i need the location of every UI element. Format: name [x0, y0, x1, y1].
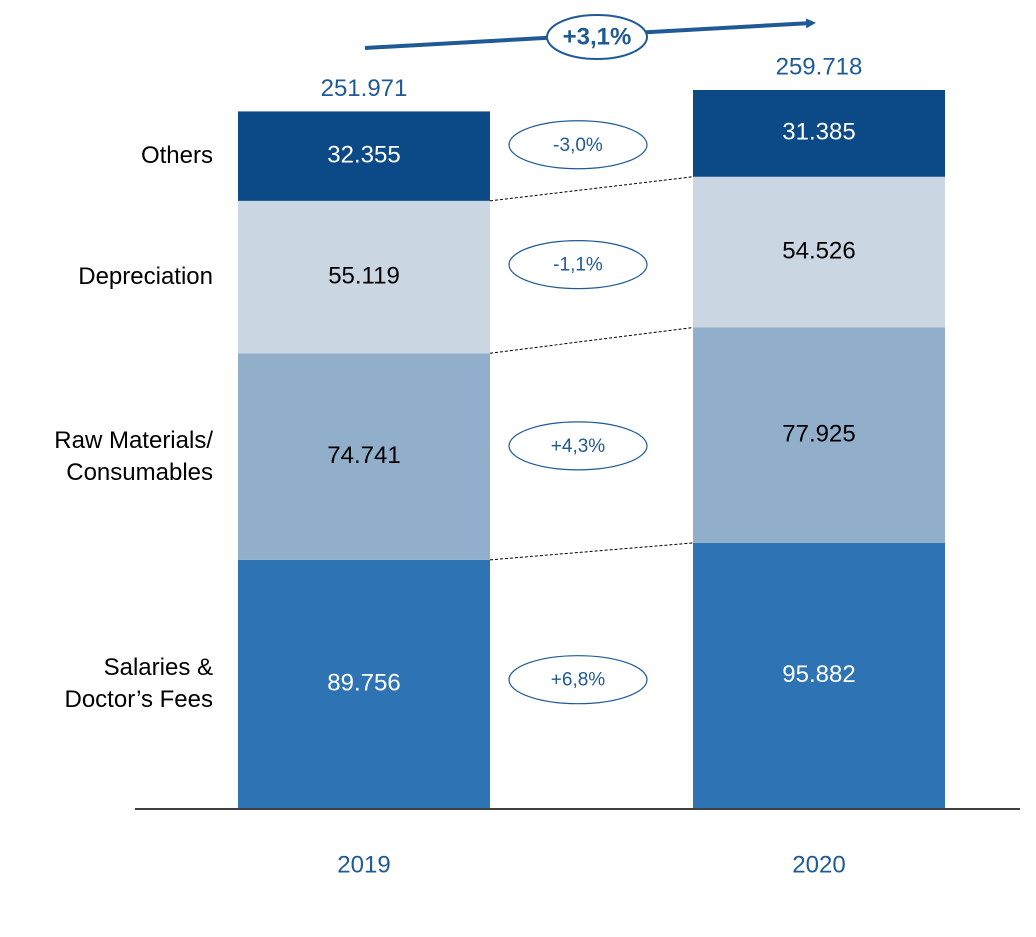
value-label: 32.355 [327, 141, 400, 168]
change-label: -3,0% [553, 135, 603, 156]
change-bubble [508, 421, 648, 471]
bar-segment [238, 559, 490, 808]
bar-segment [693, 176, 945, 328]
change-label: +6,8% [551, 670, 606, 691]
series-name: Raw Materials/ Consumables [54, 426, 213, 486]
total-label: 259.718 [776, 53, 863, 80]
series-name: Depreciation [78, 263, 213, 291]
growth-label: +3,1% [563, 23, 632, 50]
change-bubble [508, 239, 648, 290]
connector [489, 542, 694, 561]
total-label: 251.971 [321, 75, 408, 102]
growth-bubble [546, 14, 648, 60]
value-label: 55.119 [328, 262, 400, 289]
change-label: -1,1% [553, 255, 603, 276]
value-label: 89.756 [327, 669, 400, 696]
series-name: Others [140, 142, 213, 170]
change-bubble [508, 655, 648, 705]
value-label: 77.925 [782, 421, 855, 448]
bar-segment [693, 327, 945, 543]
bar-segment [238, 200, 490, 354]
connector [489, 176, 694, 202]
bar-segment [238, 111, 490, 201]
bar-segment [693, 90, 945, 177]
change-label: +4,3% [551, 436, 606, 457]
change-bubble [508, 120, 648, 170]
connector [489, 327, 694, 354]
bar-segment [693, 542, 945, 808]
series-name: Salaries & Doctor’s Fees [64, 653, 214, 713]
value-label: 54.526 [782, 237, 855, 264]
x-tick-label: 2020 [792, 851, 845, 878]
bar-segment [238, 353, 490, 560]
x-tick-label: 2019 [337, 851, 390, 878]
value-label: 31.385 [782, 119, 855, 146]
value-label: 74.741 [327, 442, 400, 469]
value-label: 95.882 [782, 661, 855, 688]
